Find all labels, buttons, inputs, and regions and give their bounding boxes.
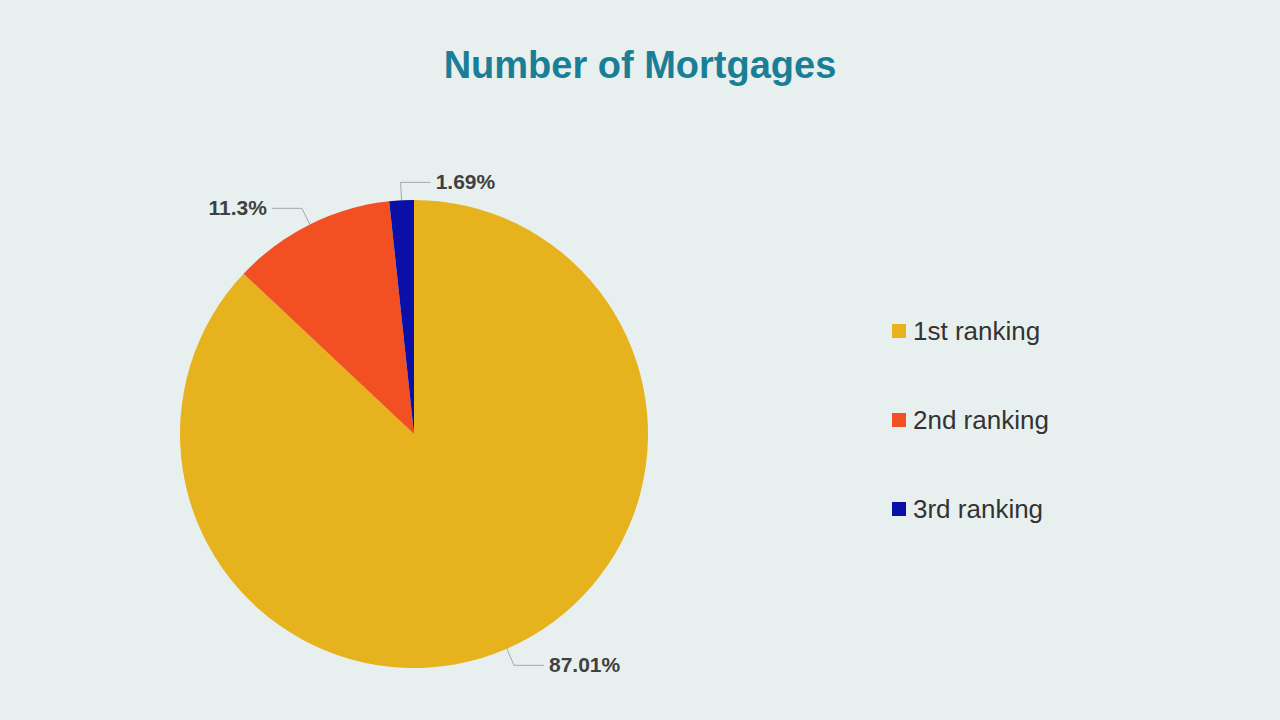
legend-label: 2nd ranking [913, 405, 1049, 435]
leader-line [272, 208, 310, 224]
slice [244, 201, 414, 434]
legend-swatch [892, 324, 906, 338]
data-label: 1.69% [436, 170, 496, 193]
legend-swatch [892, 413, 906, 427]
legend-label: 1st ranking [913, 316, 1040, 346]
chart: Number of Mortgages 87.01% 11.3% 1.69% 1st r… [0, 0, 1280, 720]
leader-line [401, 182, 431, 200]
data-label: 87.01% [549, 653, 621, 676]
slice [180, 200, 648, 668]
data-labels: 87.01% 11.3% 1.69% [208, 170, 620, 676]
background [0, 0, 1280, 720]
legend-swatch [892, 502, 906, 516]
legend: 1st ranking 2nd ranking 3rd ranking [892, 316, 1049, 524]
legend-label: 3rd ranking [913, 494, 1043, 524]
data-label: 11.3% [208, 196, 267, 219]
slice [389, 200, 414, 434]
leader-line [507, 649, 544, 666]
slices [180, 200, 648, 668]
title: Number of Mortgages [444, 44, 837, 86]
